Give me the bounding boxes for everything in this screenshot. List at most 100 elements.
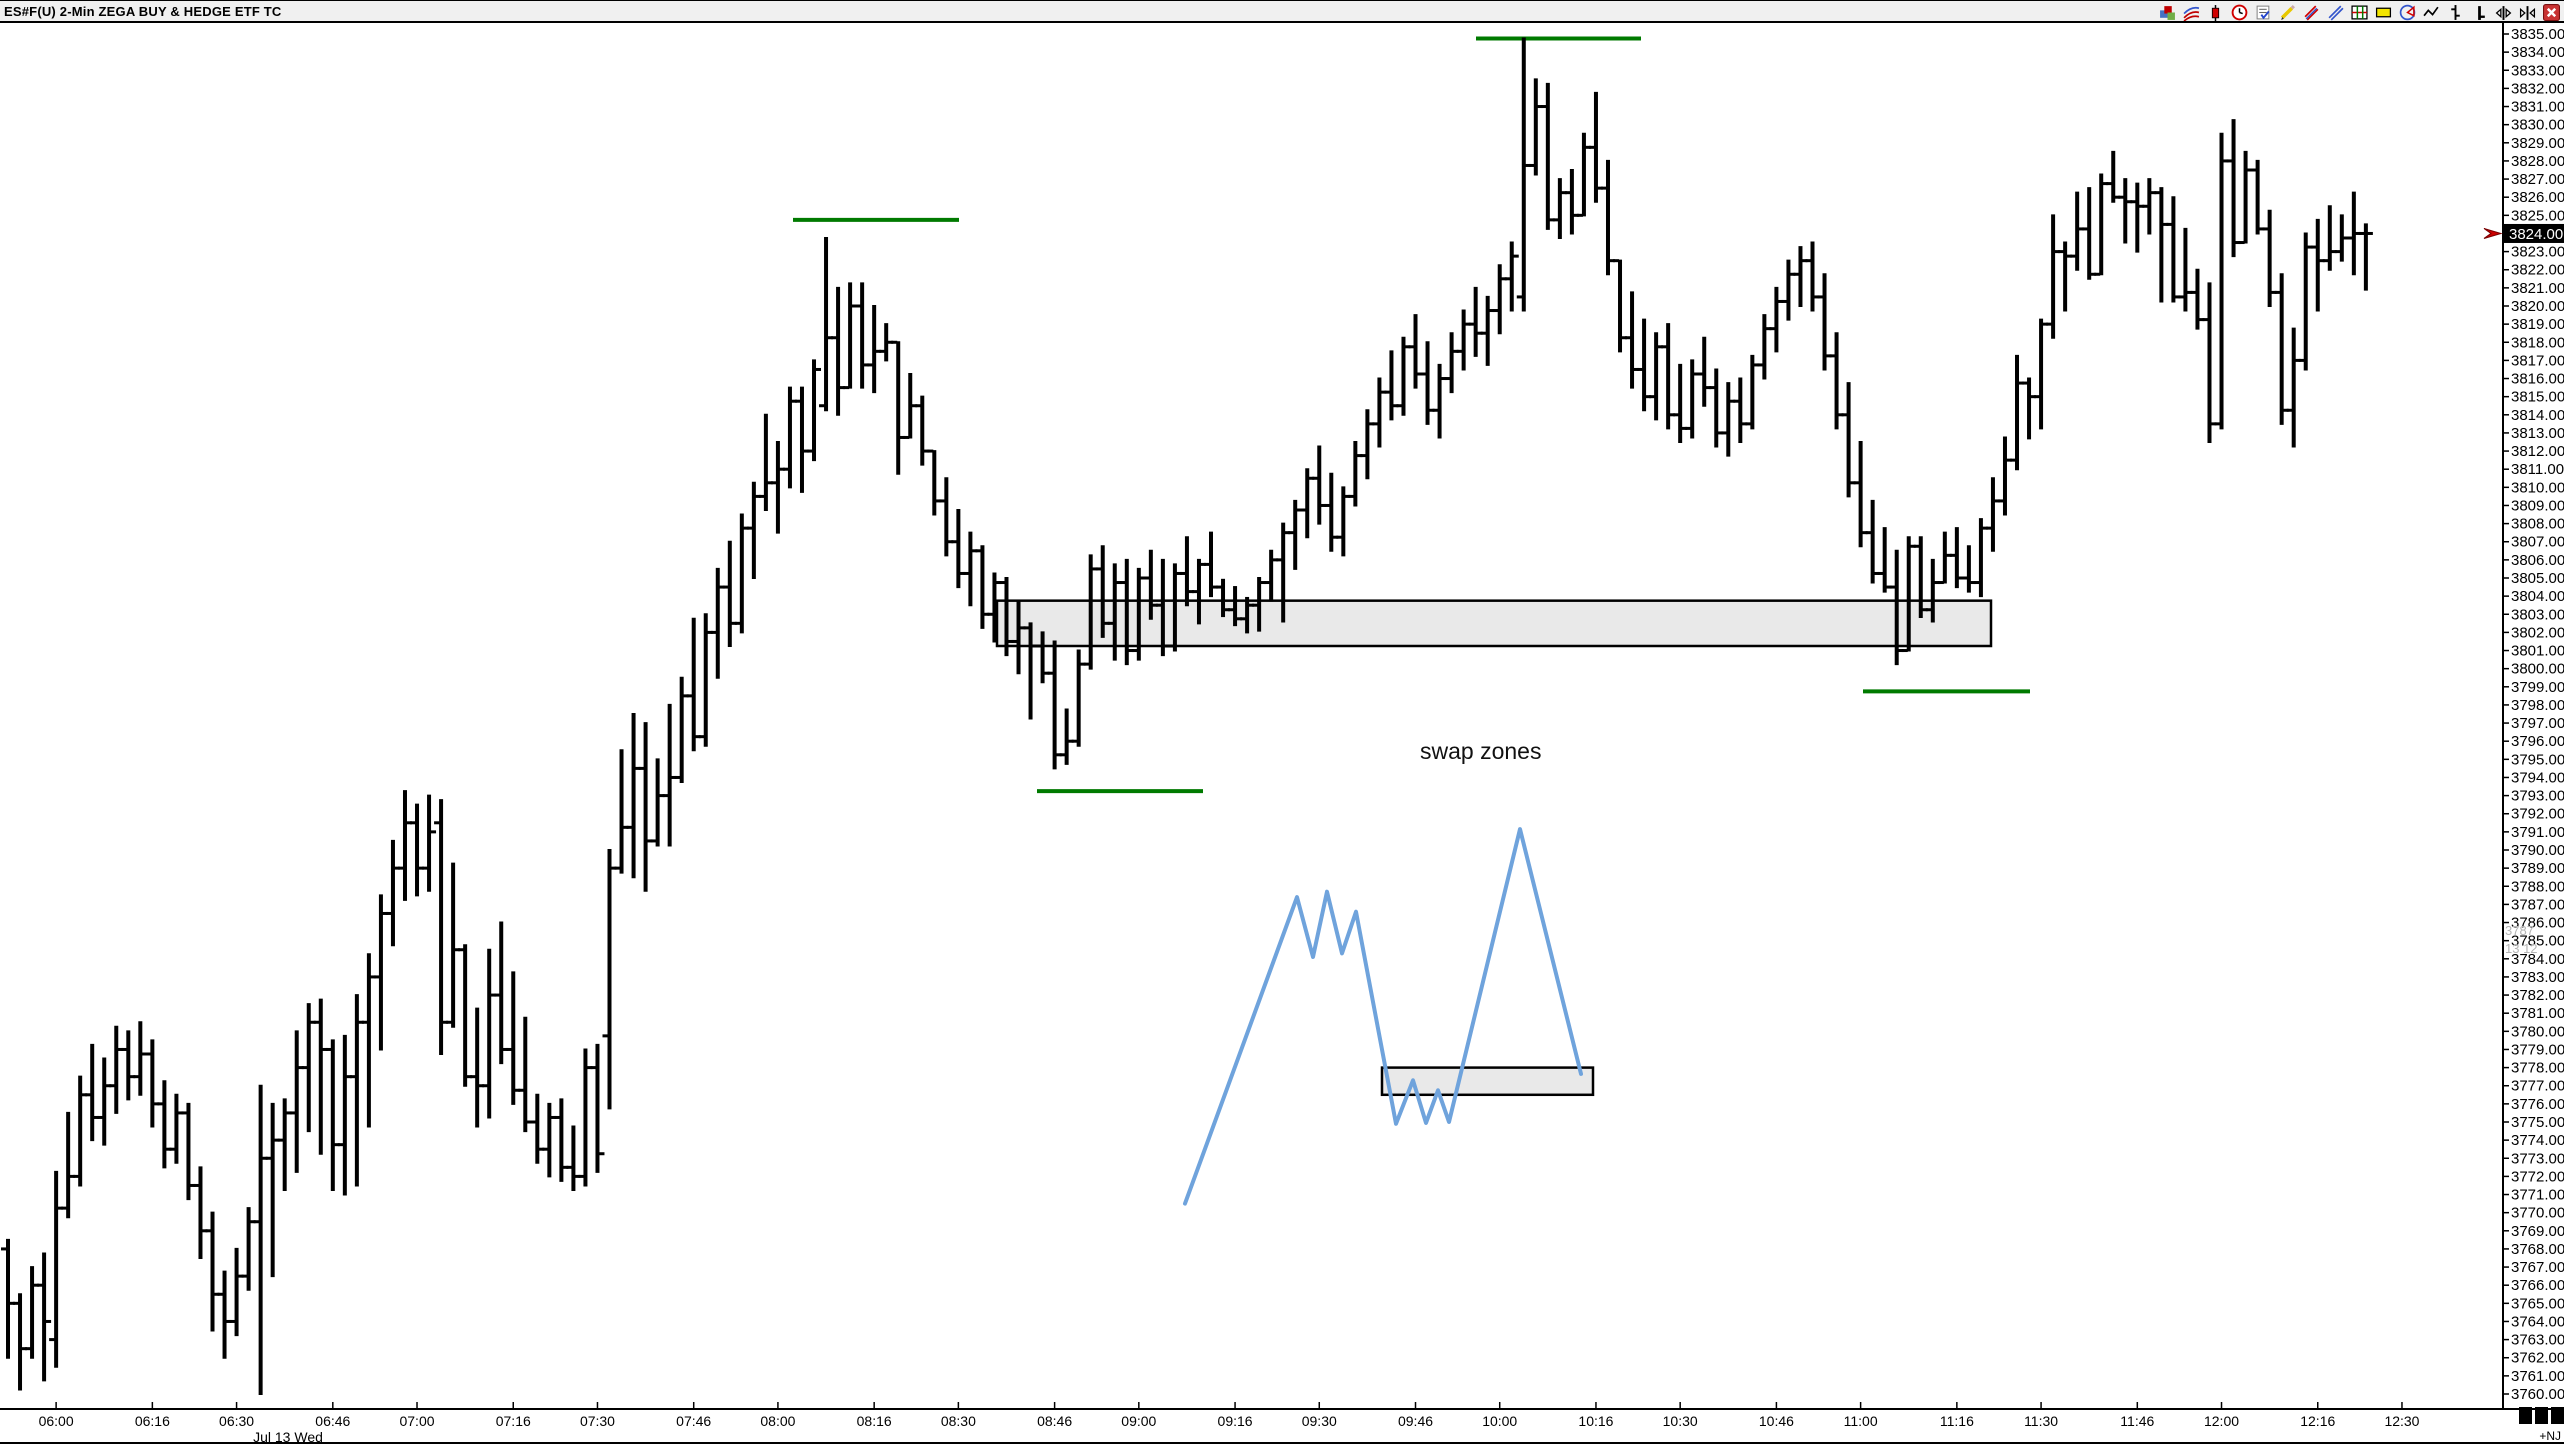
cycle-tool-icon[interactable] [2399,4,2416,21]
pencil-tool-icon[interactable] [2279,4,2296,21]
study-list-icon[interactable] [2255,4,2272,21]
expand-bars-icon[interactable] [2495,4,2512,21]
bottom-right-square[interactable] [2519,1407,2532,1424]
ohlc-bar [1444,332,1459,394]
ohlc-bar [518,1016,533,1133]
close-icon[interactable] [2543,3,2560,21]
time-label: 10:16 [1578,1413,1613,1429]
time-label: 07:00 [399,1413,434,1429]
ohlc-bar [2034,318,2049,430]
time-label: 06:30 [219,1413,254,1429]
ohlc-bar [2262,209,2277,307]
price-label: 3793.00 [2511,788,2564,805]
ohlc-bar [2322,205,2337,271]
ohlc-bar [843,282,858,390]
ohlc-bar [325,1039,340,1191]
ohlc-bar [1504,241,1519,312]
price-label: 3771.00 [2511,1187,2564,1204]
ohlc-bar [446,862,461,1028]
ohlc-bar [2166,196,2181,303]
time-label: 11:46 [2120,1413,2154,1429]
ohlc-bar [722,540,737,647]
price-label: 3774.00 [2511,1132,2564,1149]
price-label: 3769.00 [2511,1223,2564,1240]
time-label: 08:00 [760,1413,795,1429]
ohlc-bar [2286,327,2301,448]
ohlc-bar [1540,82,1555,230]
ohlc-bar [337,1034,352,1196]
fan-lines-icon[interactable] [2183,4,2200,21]
ohlc-bar [939,477,954,557]
bottom-right-square[interactable] [2551,1407,2564,1424]
price-label: 3798.00 [2511,697,2564,714]
ohlc-bar [2238,150,2253,245]
price-label: 3818.00 [2511,334,2564,351]
ohlc-bar [2082,187,2097,280]
rectangle-tool-icon[interactable] [2375,4,2392,21]
bar-spacing-icon[interactable] [2447,4,2464,21]
ohlc-bar [807,359,822,462]
ohlc-bar [1300,468,1315,539]
price-label: 3808.00 [2511,516,2564,533]
chart-title: ES#F(U) 2-Min ZEGA BUY & HEDGE ETF TC [4,3,282,19]
ohlc-bar [49,1170,64,1368]
ohlc-bar [1853,440,1868,548]
ohlc-bar [734,513,749,634]
time-label: 07:30 [580,1413,615,1429]
ohlc-bar [674,676,689,783]
ohlc-bar [963,531,978,607]
ohlc-bar [506,971,521,1105]
price-label: 3810.00 [2511,479,2564,496]
ohlc-bar [1179,536,1194,607]
price-label: 3814.00 [2511,407,2564,424]
bottom-right-square[interactable] [2535,1407,2548,1424]
ohlc-bar [2142,178,2157,235]
ohlc-bar [13,1293,28,1391]
ohlc-bar [1492,264,1507,335]
ohlc-bar [229,1247,244,1337]
ohlc-bar [602,848,617,1110]
ohlc-bar [542,1102,557,1178]
compress-bars-icon[interactable] [2519,4,2536,21]
zigzag-tool-icon[interactable] [2423,4,2440,21]
ohlc-bar [590,1043,605,1173]
swap-zones-label[interactable]: swap zones [1420,738,1541,764]
ohlc-bar [73,1075,88,1187]
price-label: 3763.00 [2511,1332,2564,1349]
ohlc-bar [2298,232,2313,371]
price-label: 3816.00 [2511,371,2564,388]
bar-width-icon[interactable] [2471,4,2488,21]
ohlc-bar [2022,377,2037,440]
ohlc-bar [650,758,665,847]
ohlc-bar [1685,359,1700,439]
price-label: 3794.00 [2511,769,2564,786]
ohlc-bar [1564,168,1579,235]
ohlc-bar [530,1093,545,1164]
time-label: 10:30 [1663,1413,1698,1429]
price-label: 3832.00 [2511,80,2564,97]
ohlc-bar [2106,150,2121,203]
parallel-channel-icon[interactable] [2303,4,2320,21]
price-label: 3812.00 [2511,443,2564,460]
ohlc-bar [855,282,870,389]
grid-settings-icon[interactable] [2351,4,2368,21]
ohlc-bar [2178,227,2193,312]
trendline-tool-icon[interactable] [2327,4,2344,21]
price-label: 3800.00 [2511,661,2564,678]
price-label: 3805.00 [2511,570,2564,587]
swap-zone-rectangle-1[interactable] [995,599,1993,648]
ohlc-bar [1071,649,1086,747]
time-label: 09:16 [1218,1413,1253,1429]
objects-3d-icon[interactable] [2159,4,2176,21]
price-label: 3799.00 [2511,679,2564,696]
candlestick-tool-icon[interactable] [2207,4,2224,21]
ohlc-bar [37,1252,52,1382]
ohlc-bar [1204,531,1218,598]
ohlc-bar [2202,282,2217,443]
price-label: 3792.00 [2511,806,2564,823]
titlebar-toolbar [2159,1,2560,23]
clock-icon[interactable] [2231,4,2248,21]
ohlc-bar [710,567,725,679]
zigzag-drawing[interactable] [1183,827,1583,1206]
